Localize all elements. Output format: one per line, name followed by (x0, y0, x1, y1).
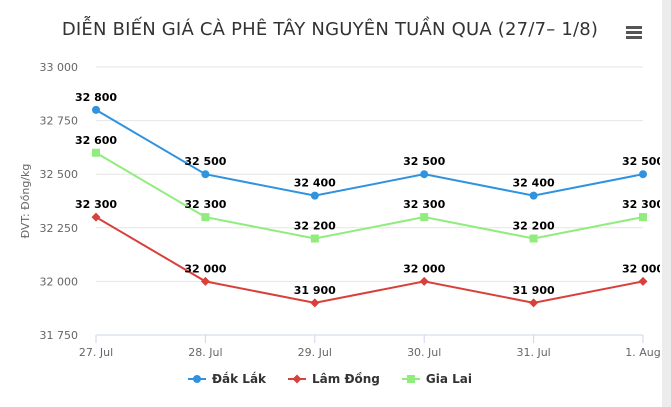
y-tick-label: 31 750 (40, 329, 79, 342)
data-label-gia-lai: 32 600 (75, 134, 117, 147)
x-tick-label: 30. Jul (407, 346, 441, 359)
data-label-gia-lai: 32 200 (294, 220, 336, 233)
data-point-dak-lak (310, 191, 319, 200)
data-point-gia-lai (310, 234, 319, 243)
legend-item-lam-dong[interactable]: Lâm Đồng (288, 372, 380, 386)
data-label-gia-lai: 32 200 (513, 220, 555, 233)
data-point-lam-dong (200, 276, 210, 286)
legend-label-dak-lak: Đắk Lắk (211, 372, 267, 386)
x-tick-label: 1. Aug (625, 346, 660, 359)
series-line-lam-dong (95, 216, 644, 304)
data-point-lam-dong (310, 298, 320, 308)
data-label-gia-lai: 32 300 (403, 198, 445, 211)
data-point-lam-dong (638, 276, 648, 286)
data-label-gia-lai: 32 300 (622, 198, 660, 211)
data-point-lam-dong (91, 212, 101, 222)
chart-plot-area: 31 750 32 000 32 250 32 500 32 750 33 000 27. … (19, 61, 660, 359)
series-line-gia-lai (95, 151, 644, 240)
y-tick-label: 33 000 (40, 61, 79, 74)
y-tick-label: 32 750 (40, 115, 79, 128)
data-point-gia-lai (92, 148, 100, 157)
data-label-dak-lak: 32 500 (403, 155, 445, 168)
legend-symbol-gia-lai (401, 375, 420, 383)
legend-label-gia-lai: Gia Lai (425, 372, 472, 386)
legend-symbol-dak-lak (187, 375, 206, 383)
data-point-gia-lai (529, 234, 538, 243)
legend-item-dak-lak[interactable]: Đắk Lắk (187, 372, 267, 386)
data-label-lam-dong: 31 900 (513, 284, 555, 297)
legend-symbol-lam-dong (288, 374, 307, 384)
data-point-lam-dong (529, 298, 539, 308)
data-point-gia-lai (201, 213, 210, 222)
data-point-dak-lak (529, 191, 538, 200)
data-label-dak-lak: 32 400 (513, 177, 555, 190)
data-label-dak-lak: 32 400 (294, 177, 336, 190)
data-point-dak-lak (420, 170, 429, 179)
chart-title: DIỄN BIẾN GIÁ CÀ PHÊ TÂY NGUYÊN TUẦN QUA… (61, 19, 599, 40)
data-point-dak-lak (201, 170, 210, 179)
data-label-lam-dong: 31 900 (294, 284, 336, 297)
data-label-lam-dong: 32 000 (184, 262, 226, 275)
data-label-dak-lak: 32 800 (75, 91, 117, 104)
legend-label-lam-dong: Lâm Đồng (312, 372, 380, 386)
x-tick-label: 29. Jul (298, 346, 332, 359)
x-tick-label: 28. Jul (188, 346, 222, 359)
data-point-dak-lak (92, 105, 100, 114)
x-tick-label: 27. Jul (79, 346, 113, 359)
y-tick-label: 32 250 (40, 222, 79, 235)
legend-item-gia-lai[interactable]: Gia Lai (401, 372, 472, 386)
data-point-gia-lai (639, 213, 647, 222)
y-tick-label: 32 000 (40, 275, 79, 288)
y-axis-title: ĐVT: Đồng/kg (19, 164, 32, 239)
data-label-lam-dong: 32 000 (403, 262, 445, 275)
x-tick-label: 31. Jul (516, 346, 550, 359)
series-line-dak-lak (95, 109, 644, 197)
hamburger-menu-icon[interactable] (624, 24, 644, 42)
data-point-dak-lak (639, 170, 647, 179)
data-label-dak-lak: 32 500 (184, 155, 226, 168)
data-label-dak-lak: 32 500 (622, 155, 660, 168)
data-point-lam-dong (419, 276, 429, 286)
y-tick-label: 32 500 (40, 168, 79, 181)
data-label-gia-lai: 32 300 (184, 198, 226, 211)
chart-legend: Đắk Lắk Lâm Đồng Gia Lai (0, 372, 660, 386)
data-label-lam-dong: 32 300 (75, 198, 117, 211)
page-scrollbar-strip (662, 0, 671, 407)
data-label-lam-dong: 32 000 (622, 262, 660, 275)
data-point-gia-lai (420, 213, 429, 222)
